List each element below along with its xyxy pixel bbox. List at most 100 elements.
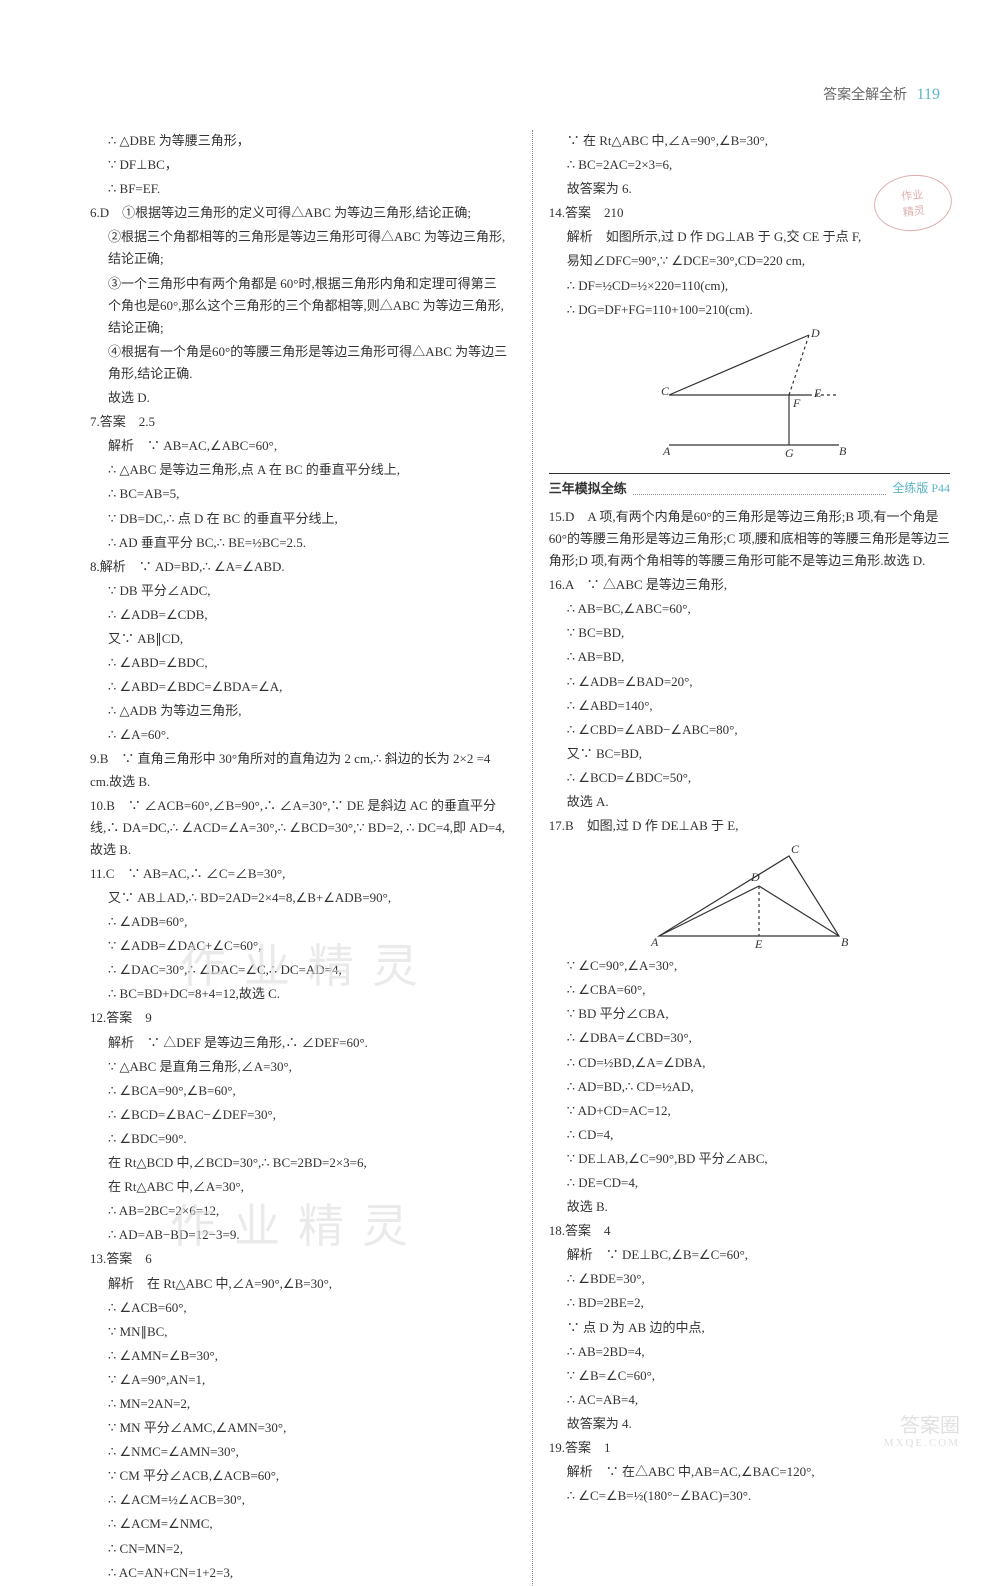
text: ∴ AB=BD,: [549, 646, 950, 668]
text: ∴ ∠ADB=∠BAD=20°,: [549, 671, 950, 693]
q7: 7.答案 2.5: [90, 411, 508, 433]
text: ∴ AB=2BD=4,: [549, 1341, 950, 1363]
page-header: 答案全解全析 119: [823, 84, 940, 104]
text: 解析 在 Rt△ABC 中,∠A=90°,∠B=30°,: [90, 1273, 508, 1295]
q17: 17.B 如图,过 D 作 DE⊥AB 于 E,: [549, 815, 950, 837]
header-title: 答案全解全析: [823, 88, 907, 103]
text: ∴ △DBE 为等腰三角形，: [90, 130, 508, 152]
text: ∴ CD=4,: [549, 1124, 950, 1146]
text: 故选 A.: [549, 791, 950, 813]
q15: 15.D A 项,有两个内角是60°的三角形是等边三角形;B 项,有一个角是 6…: [549, 506, 950, 572]
q8: 8.解析 ∵ AD=BD,∴ ∠A=∠ABD.: [90, 556, 508, 578]
text: 解析 ∵ AB=AC,∠ABC=60°,: [90, 435, 508, 457]
text: ∴ CN=MN=2,: [90, 1538, 508, 1560]
figure-17: A B C D E: [639, 841, 859, 951]
text: ∴ AD 垂直平分 BC,∴ BE=½BC=2.5.: [90, 532, 508, 554]
q16: 16.A ∵ △ABC 是等边三角形,: [549, 574, 950, 596]
text: ∵ CM 平分∠ACB,∠ACB=60°,: [90, 1465, 508, 1487]
text: ∴ ∠DAC=30°,∴ ∠DAC=∠C,∴ DC=AD=4,: [90, 959, 508, 981]
text: ∴ AC=AB=4,: [549, 1389, 950, 1411]
stamp-l2: 精灵: [902, 202, 926, 220]
text: ∴ ∠ACM=∠NMC,: [90, 1513, 508, 1535]
text: ∴ ∠BCA=90°,∠B=60°,: [90, 1080, 508, 1102]
q13: 13.答案 6: [90, 1248, 508, 1270]
text: ∴ ∠BDC=90°.: [90, 1128, 508, 1150]
text: ∵ DB 平分∠ADC,: [90, 580, 508, 602]
text: ∴ AC=AN+CN=1+2=3,: [90, 1562, 508, 1584]
text: 在 Rt△ABC 中,∠A=30°,: [90, 1176, 508, 1198]
text: ∴ ∠NMC=∠AMN=30°,: [90, 1441, 508, 1463]
text: ∵ BD 平分∠CBA,: [549, 1003, 950, 1025]
content-columns: ∴ △DBE 为等腰三角形， ∵ DF⊥BC， ∴ BF=EF. 6.D ①根据…: [90, 130, 950, 1586]
label-B: B: [839, 444, 847, 458]
text: ④根据有一个角是60°的等腰三角形是等边三角形可得△ABC 为等边三角形,结论正…: [90, 341, 508, 385]
text: ∴ ∠C=∠B=½(180°−∠BAC)=30°.: [549, 1485, 950, 1507]
text: ∴ ∠ADB=60°,: [90, 911, 508, 933]
text: ∴ AD=BD,∴ CD=½AD,: [549, 1076, 950, 1098]
text: 在 Rt△BCD 中,∠BCD=30°,∴ BC=2BD=2×3=6,: [90, 1152, 508, 1174]
text: ∵ ∠B=∠C=60°,: [549, 1365, 950, 1387]
text: ∵ △ABC 是直角三角形,∠A=30°,: [90, 1056, 508, 1078]
text: ∴ CD=½BD,∠A=∠DBA,: [549, 1052, 950, 1074]
text: ∴ ∠ACM=½∠ACB=30°,: [90, 1489, 508, 1511]
text: 解析 ∵ DE⊥BC,∠B=∠C=60°,: [549, 1244, 950, 1266]
label-E: E: [813, 386, 822, 400]
text: ∴ DE=CD=4,: [549, 1172, 950, 1194]
label-A: A: [650, 935, 659, 949]
text: ∴ ∠BCD=∠BAC−∠DEF=30°,: [90, 1104, 508, 1126]
text: ∴ ∠A=60°.: [90, 724, 508, 746]
q9: 9.B ∵ 直角三角形中 30°角所对的直角边为 2 cm,∴ 斜边的长为 2×…: [90, 748, 508, 792]
figure-14: A B C D E F G: [639, 325, 859, 465]
footer-url: MXQE.COM: [884, 1437, 960, 1449]
page-number: 119: [917, 86, 940, 103]
section-header: 三年模拟全练 全练版 P44: [549, 473, 950, 500]
right-column: ∵ 在 Rt△ABC 中,∠A=90°,∠B=30°, ∴ BC=2AC=2×3…: [532, 130, 950, 1586]
text: ∴ ∠ADB=∠CDB,: [90, 604, 508, 626]
text: ∴ ∠CBD=∠ABD−∠ABC=80°,: [549, 719, 950, 741]
text: 故选 D.: [90, 387, 508, 409]
text: ∴ BC=BD+DC=8+4=12,故选 C.: [90, 983, 508, 1005]
text: ∵ AD+CD=AC=12,: [549, 1100, 950, 1122]
text: ∴ BD=2BE=2,: [549, 1292, 950, 1314]
text: ∵ ∠C=90°,∠A=30°,: [549, 955, 950, 977]
q18: 18.答案 4: [549, 1220, 950, 1242]
label-F: F: [792, 396, 801, 410]
text: 又∵ AB∥CD,: [90, 628, 508, 650]
footer-brand: 答案圈 MXQE.COM: [884, 1415, 960, 1449]
text: ∴ AB=2BC=2×6=12,: [90, 1200, 508, 1222]
text: ∵ MN 平分∠AMC,∠AMN=30°,: [90, 1417, 508, 1439]
text: ∵ 在 Rt△ABC 中,∠A=90°,∠B=30°,: [549, 130, 950, 152]
footer-logo: 答案圈: [884, 1415, 960, 1437]
text: ∴ ∠BCD=∠BDC=50°,: [549, 767, 950, 789]
text: ∵ DF⊥BC，: [90, 154, 508, 176]
q11: 11.C ∵ AB=AC,∴ ∠C=∠B=30°,: [90, 863, 508, 885]
text: ∴ ∠ABD=∠BDC=∠BDA=∠A,: [90, 676, 508, 698]
text: ∴ ∠DBA=∠CBD=30°,: [549, 1027, 950, 1049]
text: ∴ ∠BDE=30°,: [549, 1268, 950, 1290]
text: ∴ BC=2AC=2×3=6,: [549, 154, 950, 176]
text: ②根据三个角都相等的三角形是等边三角形可得△ABC 为等边三角形,结论正确;: [90, 226, 508, 270]
text: ∴ DG=DF+FG=110+100=210(cm).: [549, 299, 950, 321]
label-C: C: [661, 384, 670, 398]
text: ∴ △ADB 为等边三角形,: [90, 700, 508, 722]
q10: 10.B ∵ ∠ACB=60°,∠B=90°,∴ ∠A=30°,∵ DE 是斜边…: [90, 795, 508, 861]
label-C: C: [791, 842, 800, 856]
text: ∵ ∠ADB=∠DAC+∠C=60°,: [90, 935, 508, 957]
text: 解析 如图所示,过 D 作 DG⊥AB 于 G,交 CE 于点 F,: [549, 226, 950, 248]
text: ∵ ∠A=90°,AN=1,: [90, 1369, 508, 1391]
text: 故选 B.: [549, 1196, 950, 1218]
text: ∴ AB=BC,∠ABC=60°,: [549, 598, 950, 620]
text: ∴ △ABC 是等边三角形,点 A 在 BC 的垂直平分线上,: [90, 459, 508, 481]
text: ∵ MN∥BC,: [90, 1321, 508, 1343]
text: ∴ ∠ABD=∠BDC,: [90, 652, 508, 674]
text: ∴ ∠AMN=∠B=30°,: [90, 1345, 508, 1367]
text: 解析 ∵ △DEF 是等边三角形,∴ ∠DEF=60°.: [90, 1032, 508, 1054]
text: ∵ 点 D 为 AB 边的中点,: [549, 1317, 950, 1339]
text: 解析 ∵ 在△ABC 中,AB=AC,∠BAC=120°,: [549, 1461, 950, 1483]
q6: 6.D ①根据等边三角形的定义可得△ABC 为等边三角形,结论正确;: [90, 202, 508, 224]
text: ∴ BF=EF.: [90, 178, 508, 200]
text: ∴ AD=AB−BD=12−3=9.: [90, 1224, 508, 1246]
text: ∴ ∠ACB=60°,: [90, 1297, 508, 1319]
text: ∵ BC=BD,: [549, 622, 950, 644]
q12: 12.答案 9: [90, 1007, 508, 1029]
